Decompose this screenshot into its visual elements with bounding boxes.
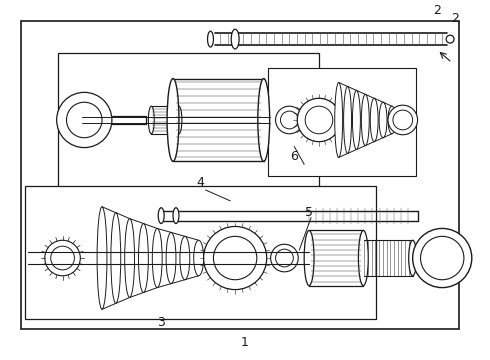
Circle shape — [297, 98, 341, 142]
Polygon shape — [268, 68, 416, 176]
Ellipse shape — [166, 233, 176, 284]
Bar — [309, 230, 363, 285]
Ellipse shape — [361, 94, 369, 145]
Ellipse shape — [352, 90, 360, 149]
Bar — [151, 106, 179, 134]
Circle shape — [45, 240, 80, 276]
Circle shape — [270, 244, 298, 272]
Ellipse shape — [370, 98, 378, 142]
Ellipse shape — [176, 106, 182, 134]
Ellipse shape — [231, 29, 239, 49]
Circle shape — [413, 229, 472, 288]
Text: 2: 2 — [433, 4, 441, 17]
Ellipse shape — [208, 31, 214, 47]
Text: 3: 3 — [157, 316, 165, 329]
Ellipse shape — [97, 207, 107, 309]
Circle shape — [67, 102, 102, 138]
Ellipse shape — [388, 106, 396, 134]
Circle shape — [275, 106, 303, 134]
Ellipse shape — [409, 240, 416, 276]
Ellipse shape — [358, 230, 368, 285]
Ellipse shape — [152, 229, 162, 288]
Circle shape — [51, 246, 74, 270]
Text: 4: 4 — [196, 176, 204, 189]
Ellipse shape — [379, 102, 387, 138]
Circle shape — [446, 35, 454, 43]
Ellipse shape — [335, 82, 343, 157]
Ellipse shape — [124, 219, 135, 297]
Ellipse shape — [304, 230, 314, 285]
Circle shape — [57, 93, 112, 148]
Circle shape — [420, 236, 464, 280]
Ellipse shape — [139, 224, 148, 293]
Ellipse shape — [173, 208, 179, 224]
Polygon shape — [58, 53, 319, 201]
Ellipse shape — [158, 208, 164, 224]
Polygon shape — [21, 21, 459, 329]
Circle shape — [275, 249, 294, 267]
Ellipse shape — [180, 236, 190, 280]
Text: 2: 2 — [451, 12, 459, 25]
Text: 5: 5 — [305, 206, 313, 219]
Circle shape — [305, 106, 333, 134]
Circle shape — [388, 105, 417, 135]
Circle shape — [280, 111, 298, 129]
Ellipse shape — [111, 213, 121, 303]
Ellipse shape — [343, 86, 351, 153]
Bar — [173, 78, 264, 161]
Text: 6: 6 — [291, 150, 298, 163]
Ellipse shape — [148, 106, 154, 134]
Text: 1: 1 — [241, 336, 249, 349]
Ellipse shape — [194, 240, 203, 276]
Circle shape — [393, 110, 413, 130]
Ellipse shape — [167, 78, 179, 161]
Circle shape — [203, 226, 267, 289]
Circle shape — [214, 236, 257, 280]
Polygon shape — [25, 186, 376, 319]
Ellipse shape — [258, 78, 270, 161]
